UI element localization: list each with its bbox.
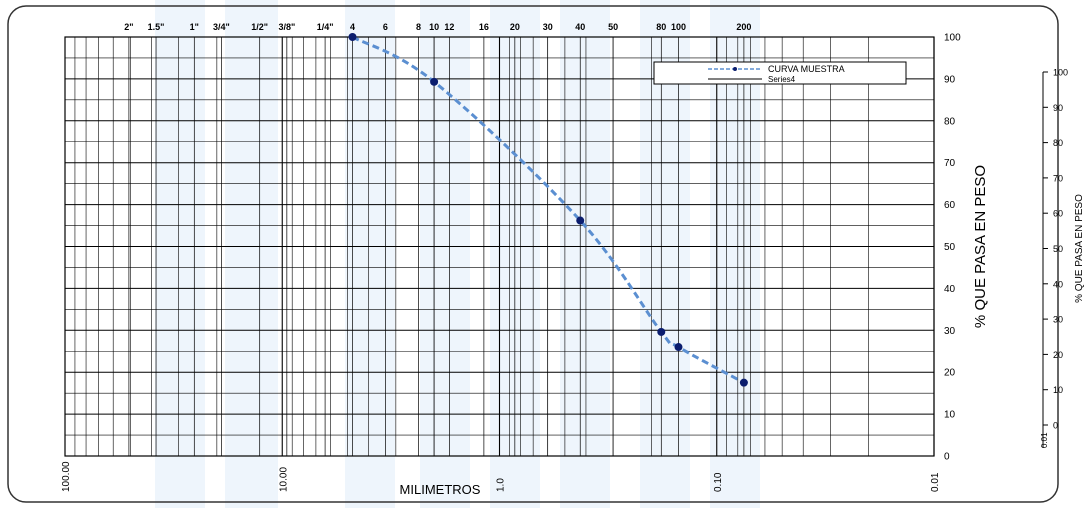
secondary-y-axis-label: % QUE PASA EN PESO [1074,194,1085,303]
y-axis-label: % QUE PASA EN PESO [972,165,989,328]
y-tick-label: 40 [944,284,956,295]
secondary-y-tick-label: 30 [1053,315,1063,325]
watermark-band [225,0,278,508]
x-axis-label: MILIMETROS [400,482,481,497]
y-tick-label: 0 [944,452,950,463]
data-point [430,77,439,86]
data-point [576,216,585,225]
secondary-y-tick-label: 50 [1053,244,1063,254]
secondary-y-tick-label: 60 [1053,209,1063,219]
chart-frame [7,5,1059,503]
secondary-y-tick-label: 10 [1053,385,1063,395]
y-tick-label: 10 [944,410,956,421]
sieve-label: 1.5" [148,22,165,32]
plot-border [64,36,935,457]
sieve-label: 40 [575,22,585,32]
sieve-label: 1" [190,22,199,32]
sieve-label: 30 [543,22,553,32]
watermark-band [560,0,610,508]
sieve-label: 20 [510,22,520,32]
secondary-y-tick-label: 0 [1053,421,1058,431]
sieve-label: 200 [736,22,751,32]
secondary-y-tick-label: 70 [1053,173,1063,183]
watermark-band [420,0,470,508]
grid-lines [65,36,935,457]
secondary-y-tick-label: 80 [1053,138,1063,148]
x-tick-label: 0.01 [930,472,941,492]
y-tick-label: 80 [944,116,956,127]
data-point [348,33,357,41]
x-tick-label: 100.00 [61,461,72,492]
secondary-y-tick-label: 90 [1053,103,1063,113]
sieve-label: 50 [608,22,618,32]
secondary-y-tick-label: 40 [1053,279,1063,289]
sieve-label: 100 [671,22,686,32]
watermark-band [155,0,205,508]
watermark-band [640,0,690,508]
data-point [674,343,683,352]
legend-marker [733,67,737,71]
sieve-label: 8 [416,22,421,32]
watermark-band [710,0,760,508]
sieve-label: 3/8" [278,22,295,32]
y-tick-label: 50 [944,242,956,253]
y-tick-label: 60 [944,200,956,211]
data-point [739,378,748,387]
legend-label-curva-muestra: CURVA MUESTRA [768,64,845,74]
secondary-y-tick-label: 100 [1053,68,1068,78]
watermark-band [345,0,395,508]
sieve-label: 80 [656,22,666,32]
sieve-label: 12 [444,22,454,32]
secondary-x-tick-label: 0.01 [1040,432,1049,448]
x-tick-label: 10.00 [278,467,289,492]
data-point [657,327,666,336]
sieve-label: 1/4" [317,22,334,32]
sieve-label: 6 [383,22,388,32]
x-tick-label: 0.10 [713,472,724,492]
secondary-y-tick-label: 20 [1053,350,1063,360]
y-tick-label: 70 [944,158,956,169]
y-tick-label: 20 [944,368,956,379]
y-tick-label: 30 [944,326,956,337]
sieve-label: 10 [429,22,439,32]
legend-label-series4: Series4 [768,75,796,84]
sieve-label: 1/2" [251,22,268,32]
sieve-label: 3/4" [213,22,230,32]
y-tick-label: 100 [944,33,961,44]
x-tick-label: 1.0 [496,478,507,492]
sieve-label: 4 [350,22,355,32]
sieve-label: 16 [479,22,489,32]
sieve-label: 2" [124,22,133,32]
y-tick-label: 90 [944,74,956,85]
